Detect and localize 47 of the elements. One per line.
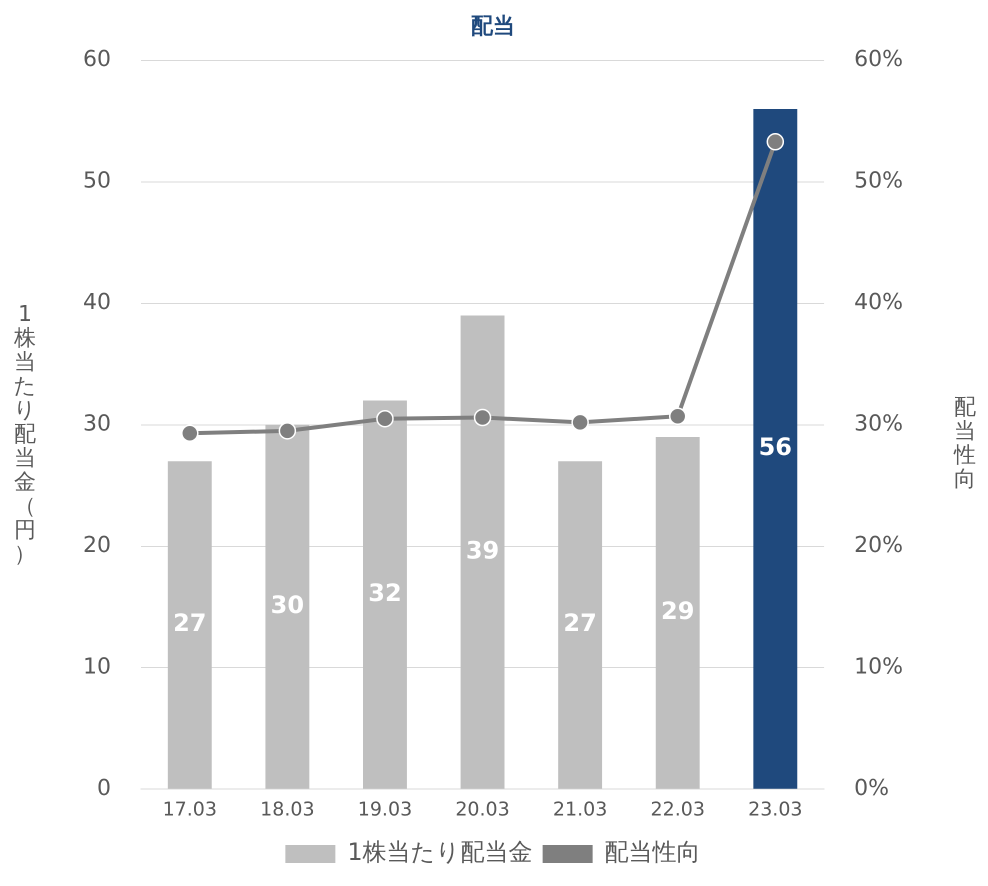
x-tick-label: 18.03	[260, 798, 315, 821]
bar	[558, 461, 602, 789]
bar	[265, 424, 310, 789]
chart-title: 配当	[471, 14, 515, 39]
point	[474, 408, 492, 426]
y2-tick-label: 30%	[854, 412, 904, 437]
point	[376, 410, 394, 428]
point	[181, 424, 199, 442]
y-tick-label: 50	[82, 168, 111, 194]
x-tick-label: 23.03	[748, 798, 803, 821]
data-label: 30	[270, 590, 304, 619]
y2-tick-label: 20%	[854, 532, 904, 558]
data-label: 27	[563, 609, 597, 638]
data-label: 32	[368, 578, 402, 607]
y-tick-label: 40	[82, 290, 111, 316]
y2-tick-label: 40%	[854, 290, 904, 316]
bar	[168, 461, 212, 789]
y2-tick-label: 60%	[854, 47, 904, 72]
y2-tick-label: 0%	[854, 776, 890, 801]
y-tick-label: 20	[82, 532, 111, 558]
bar	[656, 436, 700, 789]
bar	[460, 315, 505, 789]
legend-label: 配当性向	[604, 838, 701, 866]
point	[571, 414, 589, 432]
y-tick-label: 10	[82, 654, 111, 680]
y-tick-label: 30	[82, 412, 111, 437]
legend-label: 1株当たり配当金	[347, 838, 533, 866]
point	[278, 422, 296, 440]
point	[766, 133, 784, 151]
x-tick-label: 22.03	[650, 798, 705, 821]
bar	[363, 400, 407, 789]
y2-axis-title: 配当性向	[952, 395, 977, 492]
data-label: 56	[758, 433, 792, 462]
data-label: 39	[466, 536, 500, 564]
data-label: 29	[661, 597, 694, 626]
x-tick-label: 17.03	[162, 798, 217, 821]
point	[668, 408, 686, 426]
data-label: 27	[173, 609, 206, 638]
x-tick-label: 20.03	[455, 798, 510, 821]
y-tick-label: 60	[82, 47, 111, 72]
x-tick-label: 21.03	[552, 798, 608, 821]
bar	[753, 108, 798, 789]
y2-tick-label: 10%	[854, 654, 904, 680]
y2-tick-label: 50%	[854, 168, 904, 194]
x-tick-label: 19.03	[358, 798, 412, 821]
text: 1株当たり配当金（円）	[14, 302, 36, 567]
y-tick-label: 0	[96, 776, 111, 801]
